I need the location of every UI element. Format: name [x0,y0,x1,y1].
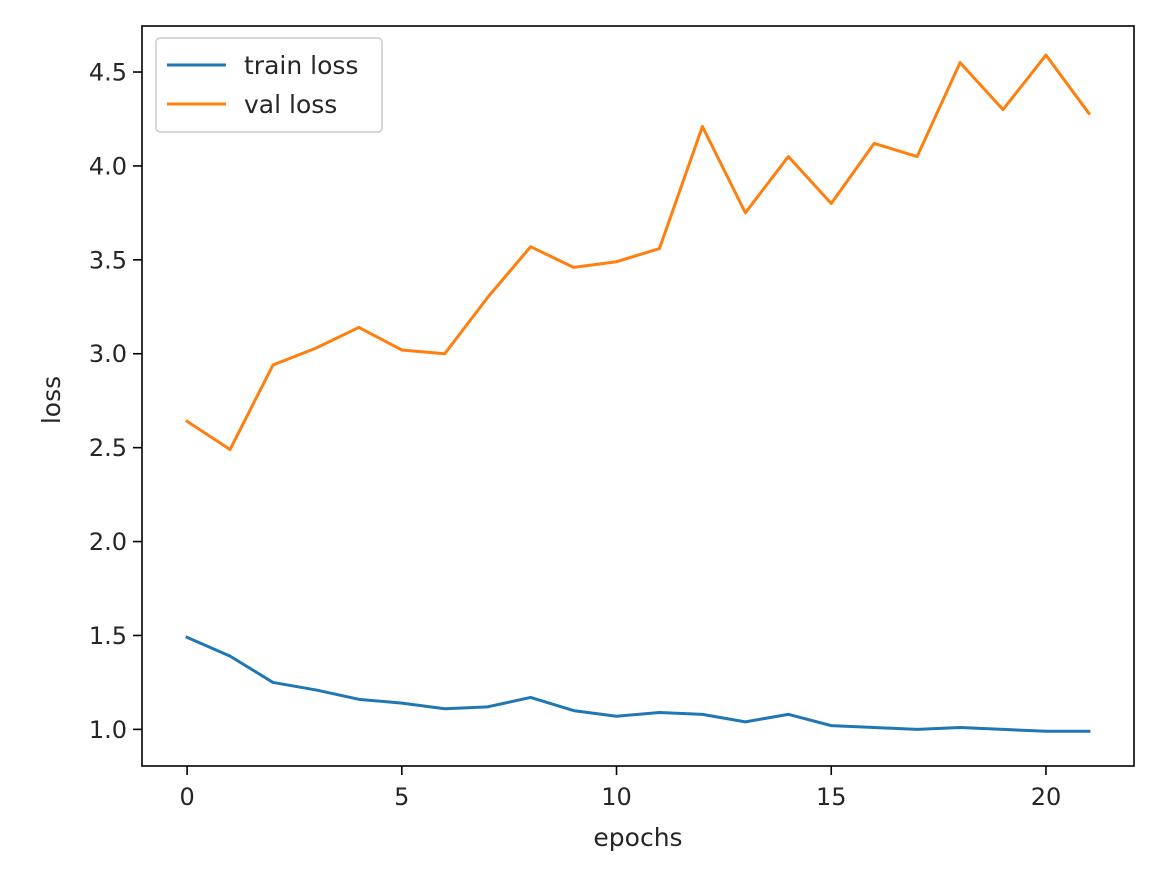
legend-label-val-loss: val loss [244,90,337,119]
y-axis-label: loss [37,376,66,424]
series-layer [185,53,1092,733]
x-tick-label-15: 15 [816,783,847,811]
y-tick-label-4.0: 4.0 [89,152,127,180]
plot-area-frame [141,25,1135,767]
legend-box [155,37,383,133]
x-tick-label-0: 0 [179,783,194,811]
series-line-val-loss [185,53,1092,452]
x-tick-label-10: 10 [601,783,632,811]
x-tick-label-20: 20 [1031,783,1062,811]
plot-area-background [142,26,1134,766]
y-tick-label-4.5: 4.5 [89,59,127,87]
y-tick-label-3.5: 3.5 [89,246,127,274]
y-tick-label-1.5: 1.5 [89,622,127,650]
x-axis-label: epochs [593,823,682,852]
y-tick-label-3.0: 3.0 [89,340,127,368]
y-tick-label-2.0: 2.0 [89,528,127,556]
series-line-train-loss [185,635,1091,733]
legend-label-train-loss: train loss [244,51,358,80]
x-tick-label-5: 5 [394,783,409,811]
y-tick-label-1.0: 1.0 [89,716,127,744]
ticks-layer: 0 5 10 15 20 1.0 1.5 2.0 2.5 3.0 3.5 4.0 4.5 [89,59,1061,811]
legend: train loss val loss [155,37,383,133]
y-tick-label-2.5: 2.5 [89,434,127,462]
